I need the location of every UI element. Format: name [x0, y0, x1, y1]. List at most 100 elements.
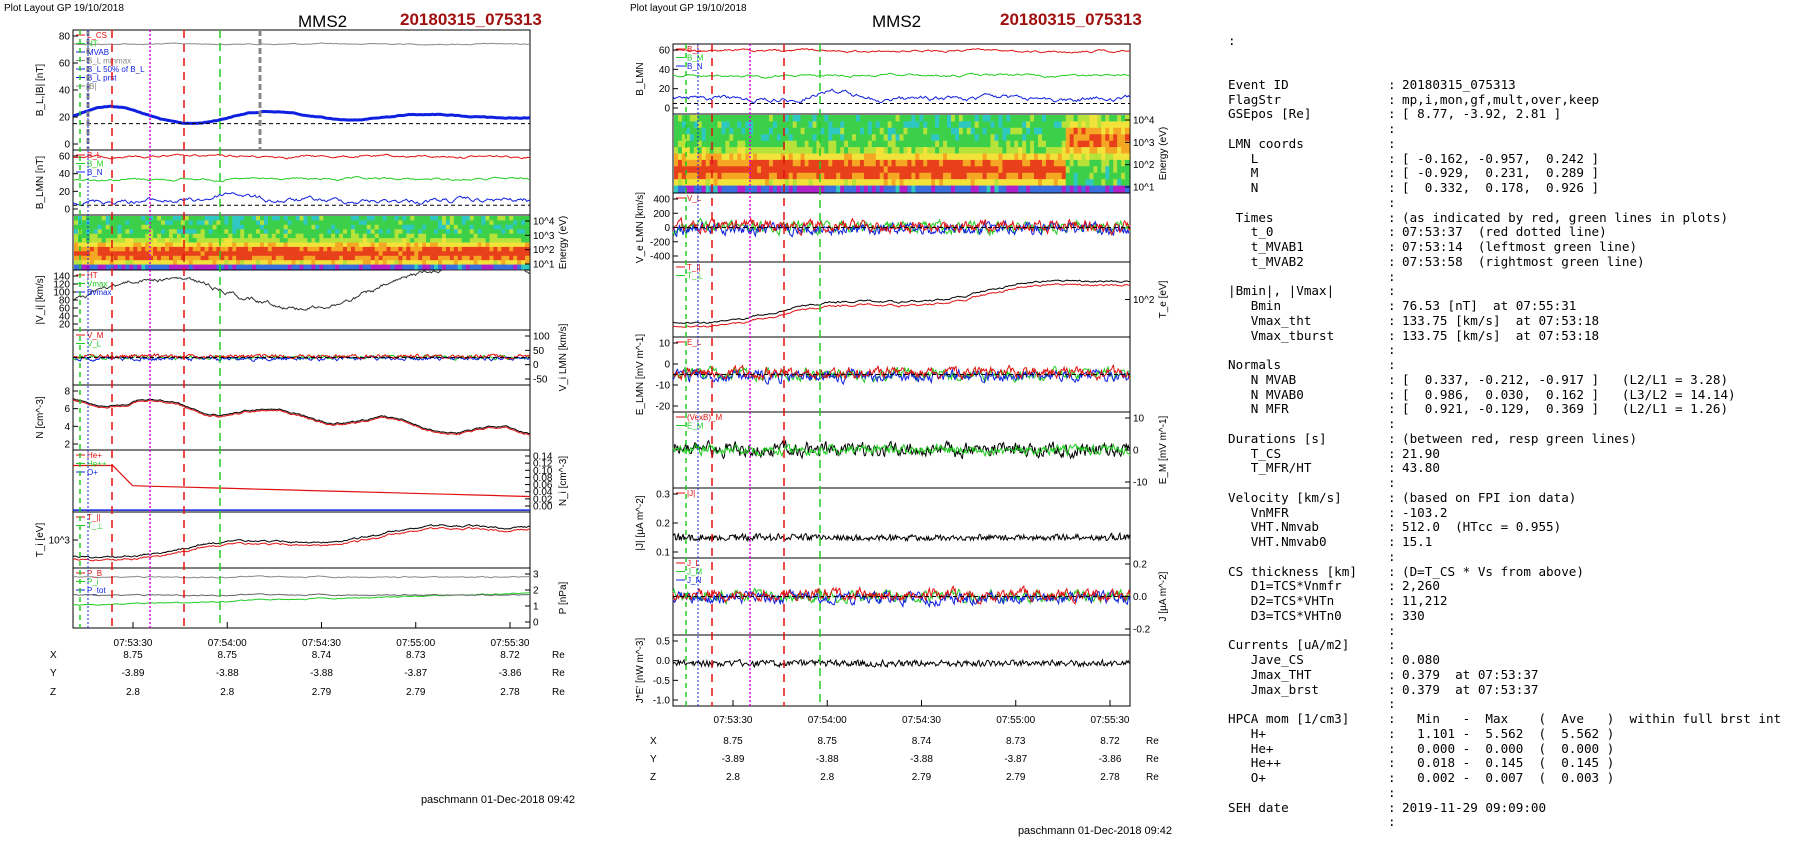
spectrogram-cell: [780, 127, 786, 135]
spectrogram-cell: [812, 153, 818, 161]
spectrogram-cell: [844, 115, 849, 122]
spectrogram-cell: [915, 147, 920, 155]
spectrogram-cell: [883, 121, 889, 129]
spectrogram-cell: [1042, 179, 1047, 187]
spectrogram-cell: [291, 229, 297, 235]
spectrogram-cell: [113, 233, 119, 239]
spectrogram-cell: [339, 233, 344, 239]
spectrogram-cell: [133, 216, 138, 221]
spectrogram-cell: [1069, 166, 1075, 174]
spectrogram-cell: [962, 185, 968, 193]
spectrogram-cell: [753, 159, 758, 167]
spectrogram-cell: [741, 127, 746, 135]
spectrogram-cell: [184, 264, 190, 270]
spectrogram-cell: [903, 185, 909, 193]
spectrogram-cell: [299, 238, 305, 244]
y-tick-label: 0.2: [1133, 560, 1147, 571]
spectrogram-cell: [895, 159, 901, 167]
info-value: 330: [1402, 608, 1425, 623]
spectrogram-cell: [788, 115, 794, 122]
spectrogram-cell: [1018, 159, 1023, 167]
ephemeris-value: 8.72: [500, 650, 520, 661]
spectrogram-cell: [117, 229, 123, 235]
spectrogram-cell: [951, 140, 956, 148]
spectrogram-cell: [816, 172, 821, 180]
spectrogram-cell: [374, 220, 380, 226]
spectrogram-cell: [935, 179, 940, 187]
spectrogram-cell: [81, 220, 87, 226]
spectrogram-cell: [875, 115, 881, 122]
spectrogram-cell: [879, 179, 885, 187]
spectrogram-cell: [1053, 121, 1059, 129]
spectrogram-cell: [438, 220, 443, 226]
spectrogram-cell: [493, 264, 498, 270]
subplot-4: 10^2 T_e [eV]T_||T_⊥: [672, 261, 1169, 338]
spectrogram-cell: [852, 140, 857, 148]
info-label: Jmax_THT: [1228, 667, 1312, 682]
spectrogram-cell: [729, 140, 734, 148]
spectrogram-cell: [398, 224, 403, 230]
spectrogram-cell: [927, 153, 932, 161]
spectrogram-cell: [1022, 166, 1027, 174]
subplot-7: 0.140.120.100.080.060.040.020.00N_i [cm^…: [72, 449, 569, 513]
spectrogram-cell: [681, 140, 687, 148]
trace-bl-comp: [72, 153, 531, 160]
spectrogram-cell: [994, 147, 1000, 155]
spectrogram-cell: [1014, 179, 1019, 187]
spectrogram-cell: [1057, 115, 1063, 122]
spectrogram-cell: [776, 127, 782, 135]
spectrogram-cell: [709, 179, 715, 187]
spectrogram-cell: [848, 140, 853, 148]
spectrogram-cell: [430, 260, 435, 266]
spectrogram-cell: [745, 185, 750, 193]
spectrogram-cell: [240, 255, 245, 261]
spectrogram-cell: [863, 147, 869, 155]
spectrogram-cell: [481, 224, 487, 230]
spectrogram-cell: [844, 121, 849, 129]
spectrogram-cell: [1014, 121, 1019, 129]
spectrogram-cell: [212, 238, 218, 244]
info-value: -103.2: [1402, 505, 1448, 520]
spectrogram-cell: [931, 127, 936, 135]
spectrogram-cell: [517, 260, 522, 266]
spectrogram-cell: [378, 264, 384, 270]
spectrogram-cell: [465, 224, 471, 230]
spectrogram-cell: [89, 260, 95, 266]
spectrogram-cell: [1061, 134, 1067, 142]
spectrogram-cell: [800, 172, 806, 180]
spectrogram-cell: [260, 220, 265, 226]
ephemeris-unit: Re: [1146, 772, 1159, 783]
y-tick-label: 60: [59, 152, 71, 163]
spectrogram-cell: [354, 264, 360, 270]
spectrogram-cell: [457, 220, 463, 226]
spectrogram-cell: [449, 229, 455, 235]
spectrogram-cell: [434, 220, 439, 226]
spectrogram-cell: [927, 159, 932, 167]
spectrogram-cell: [212, 242, 218, 248]
spectrogram-cell: [757, 134, 762, 142]
info-row: :: [1228, 814, 1798, 830]
spectrogram-cell: [1038, 166, 1043, 174]
spectrogram-cell: [347, 224, 352, 230]
spectrogram-cell: [974, 185, 980, 193]
spectrogram-cell: [1101, 179, 1106, 187]
spectrogram-cell: [931, 121, 936, 129]
spectrogram-cell: [331, 238, 336, 244]
spectrogram-cell: [923, 115, 928, 122]
spectrogram-cell: [737, 185, 742, 193]
legend-entry: He+: [87, 451, 102, 460]
info-label: Event ID: [1228, 77, 1289, 92]
spectrogram-cell: [856, 166, 861, 174]
spectrogram-cell: [899, 153, 905, 161]
spectrogram-cell: [804, 115, 810, 122]
spectrogram-cell: [145, 233, 150, 239]
ephemeris-value: 8.75: [818, 736, 838, 747]
spectrogram-cell: [426, 233, 431, 239]
spectrogram-cell: [1125, 166, 1130, 174]
spectrogram-cell: [362, 238, 368, 244]
spectrogram-cell: [509, 246, 514, 252]
spectrogram-cell: [517, 233, 522, 239]
spectrogram-cell: [792, 179, 798, 187]
spectrogram-cell: [430, 224, 435, 230]
ephemeris-unit: Re: [552, 650, 565, 661]
